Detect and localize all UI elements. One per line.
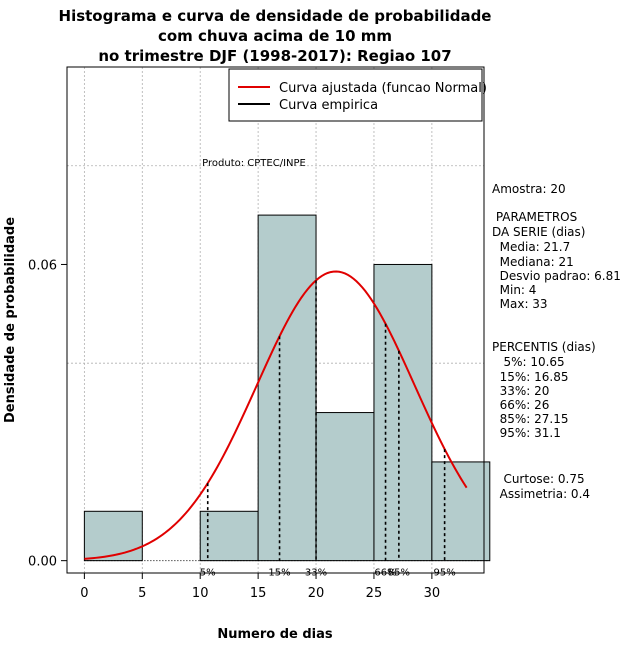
stat-min: Min: 4 [492,283,537,297]
percentis-title: PERCENTIS (dias) [492,340,596,354]
stat-assimetria: Assimetria: 0.4 [492,487,591,501]
x-axis-label: Numero de dias [217,627,333,642]
product-annotation: Produto: CPTEC/INPE [202,158,306,169]
stat-curtose: Curtose: 0.75 [492,472,585,486]
normal-fit-curve [84,270,468,560]
x-tick-label: 0 [80,586,88,601]
pct-95: 95%: 31.1 [492,426,561,440]
x-tick-label: 30 [424,586,441,601]
y-tick-label: 0.00 [28,555,57,570]
histogram-bar [83,510,143,562]
params-subtitle: DA SERIE (dias) [492,225,586,239]
histogram-bar [373,263,433,562]
legend-box [228,68,483,122]
legend-label: Curva empirica [279,98,378,113]
plot-frame [66,66,485,574]
chart-title-line: no trimestre DJF (1998-2017): Regiao 107 [98,47,451,65]
pct-5: 5%: 10.65 [492,355,565,369]
y-axis-label: Densidade de probabilidade [3,217,18,423]
stat-desvio: Desvio padrao: 6.81 [492,269,621,283]
stat-mediana: Mediana: 21 [492,255,574,269]
x-tick-label: 25 [366,586,383,601]
pct-66: 66%: 26 [492,398,550,412]
pct-33: 33%: 20 [492,384,550,398]
y-tick-label: 0.06 [28,258,57,273]
histogram-bar [199,510,259,562]
x-tick-label: 15 [250,586,267,601]
histogram-bar [257,214,317,562]
legend-label: Curva ajustada (funcao Normal) [279,81,487,96]
pct-15: 15%: 16.85 [492,370,569,384]
params-title: PARAMETROS [492,210,578,224]
chart-title-line: Histograma e curva de densidade de proba… [59,7,492,25]
pct-85: 85%: 27.15 [492,412,569,426]
x-tick-label: 10 [192,586,209,601]
sample-size: Amostra: 20 [492,182,566,196]
x-tick-label: 20 [308,586,325,601]
chart-title-line: com chuva acima de 10 mm [158,27,392,45]
histogram-bar [315,412,375,562]
stat-max: Max: 33 [492,297,548,311]
stat-media: Media: 21.7 [492,240,571,254]
x-tick-label: 5 [138,586,146,601]
